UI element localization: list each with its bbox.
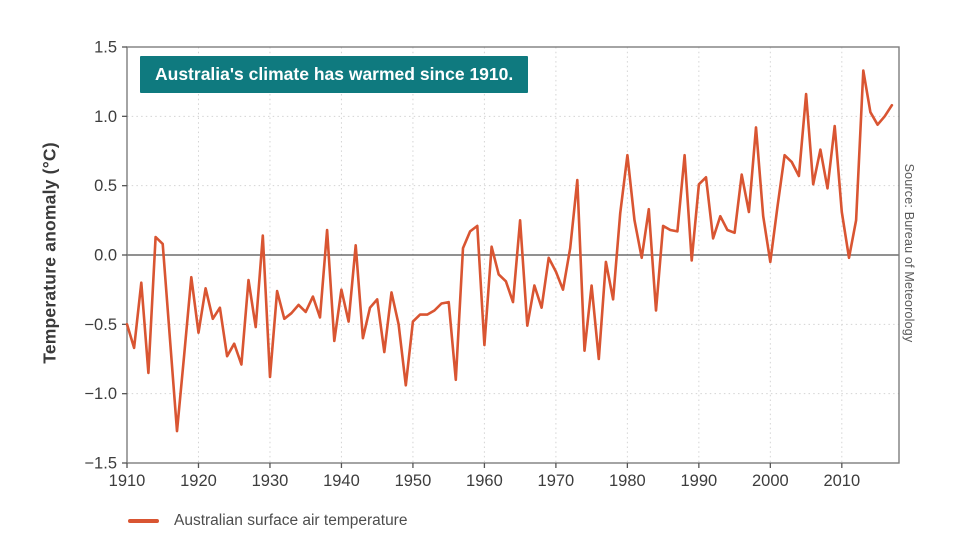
x-tick-label: 1970 — [538, 472, 575, 490]
x-tick-label: 1980 — [609, 472, 646, 490]
y-axis-title: Temperature anomaly (°C) — [39, 142, 60, 364]
y-tick-label: 1.5 — [94, 39, 117, 57]
x-tick-label: 2010 — [823, 472, 860, 490]
x-tick-label: 2000 — [752, 472, 789, 490]
y-tick-label: 1.0 — [94, 108, 117, 126]
chart-title-box: Australia's climate has warmed since 191… — [140, 56, 529, 93]
source-credit: Source: Bureau of Meteorology — [902, 163, 916, 343]
temperature-line-series — [125, 69, 894, 433]
x-tick-label: 1920 — [180, 472, 217, 490]
x-tick-label: 1990 — [680, 472, 717, 490]
y-tick-label: −1.5 — [84, 455, 117, 473]
x-tick-label: 1930 — [252, 472, 289, 490]
y-tick-label: 0.5 — [94, 177, 117, 195]
x-tick-label: 1950 — [395, 472, 432, 490]
y-tick-label: 0.0 — [94, 247, 117, 265]
x-tick-label: 1960 — [466, 472, 503, 490]
legend-series-label: Australian surface air temperature — [174, 512, 408, 529]
y-tick-label: −1.0 — [84, 385, 117, 403]
chart-title-text: Australia's climate has warmed since 191… — [155, 64, 514, 84]
legend: Australian surface air temperature — [128, 512, 407, 530]
legend-line-swatch — [128, 519, 159, 523]
x-tick-label: 1940 — [323, 472, 360, 490]
x-tick-label: 1910 — [109, 472, 146, 490]
y-tick-label: −0.5 — [84, 316, 117, 334]
